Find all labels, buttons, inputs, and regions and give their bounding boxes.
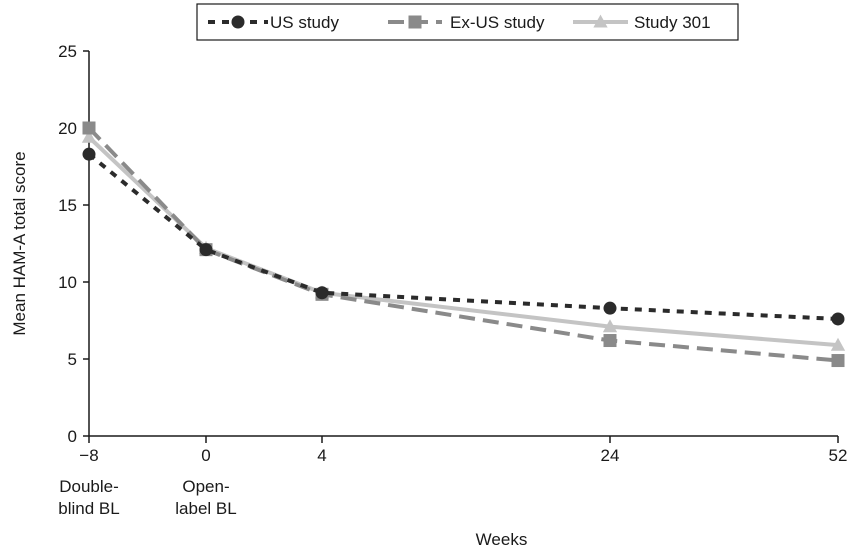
data-point bbox=[603, 334, 617, 348]
x-tick-label: 24 bbox=[601, 446, 620, 465]
y-tick-label: 20 bbox=[58, 119, 77, 138]
legend-marker bbox=[593, 14, 608, 28]
y-tick-label: 25 bbox=[58, 42, 77, 61]
axes: 0 5 10 15 20 25 −8 Double-blind BL 0 Open-label B… bbox=[58, 42, 847, 518]
legend-entry: Ex-US study bbox=[388, 13, 545, 32]
data-point bbox=[603, 301, 617, 315]
y-tick-label: 0 bbox=[68, 427, 77, 446]
data-point bbox=[831, 354, 845, 368]
legend-label: Ex-US study bbox=[450, 13, 545, 32]
y-tick-label: 15 bbox=[58, 196, 77, 215]
x-tick-sublabel: Double- bbox=[59, 477, 119, 496]
data-point bbox=[82, 147, 96, 161]
legend-label: Study 301 bbox=[634, 13, 711, 32]
data-point bbox=[830, 337, 846, 351]
series-us-study bbox=[82, 147, 845, 326]
legend-marker bbox=[408, 15, 422, 29]
x-tick-label: 4 bbox=[317, 446, 326, 465]
x-tick-label: 52 bbox=[829, 446, 848, 465]
y-tick-label: 10 bbox=[58, 273, 77, 292]
x-axis-title: Weeks bbox=[476, 530, 528, 549]
y-axis-title: Mean HAM-A total score bbox=[10, 151, 29, 335]
x-tick-label: 0 bbox=[201, 446, 210, 465]
legend-label: US study bbox=[270, 13, 339, 32]
x-tick-sublabel: Open- bbox=[182, 477, 229, 496]
data-point bbox=[199, 243, 213, 257]
legend-marker bbox=[231, 15, 245, 29]
series-layer bbox=[81, 121, 846, 368]
series-line bbox=[87, 152, 839, 321]
x-tick-sublabel: blind BL bbox=[58, 499, 119, 518]
y-tick-label: 5 bbox=[68, 350, 77, 369]
legend-box bbox=[196, 3, 739, 41]
data-point bbox=[602, 319, 618, 333]
legend-entry: Study 301 bbox=[573, 13, 711, 32]
data-point bbox=[82, 121, 96, 135]
legend: US study Ex-US study Study 301 bbox=[196, 3, 739, 41]
x-tick-label: −8 bbox=[79, 446, 98, 465]
data-point bbox=[315, 286, 329, 300]
data-point bbox=[831, 312, 845, 326]
data-point bbox=[81, 129, 97, 143]
legend-entry: US study bbox=[208, 13, 339, 32]
x-tick-sublabel: label BL bbox=[175, 499, 236, 518]
